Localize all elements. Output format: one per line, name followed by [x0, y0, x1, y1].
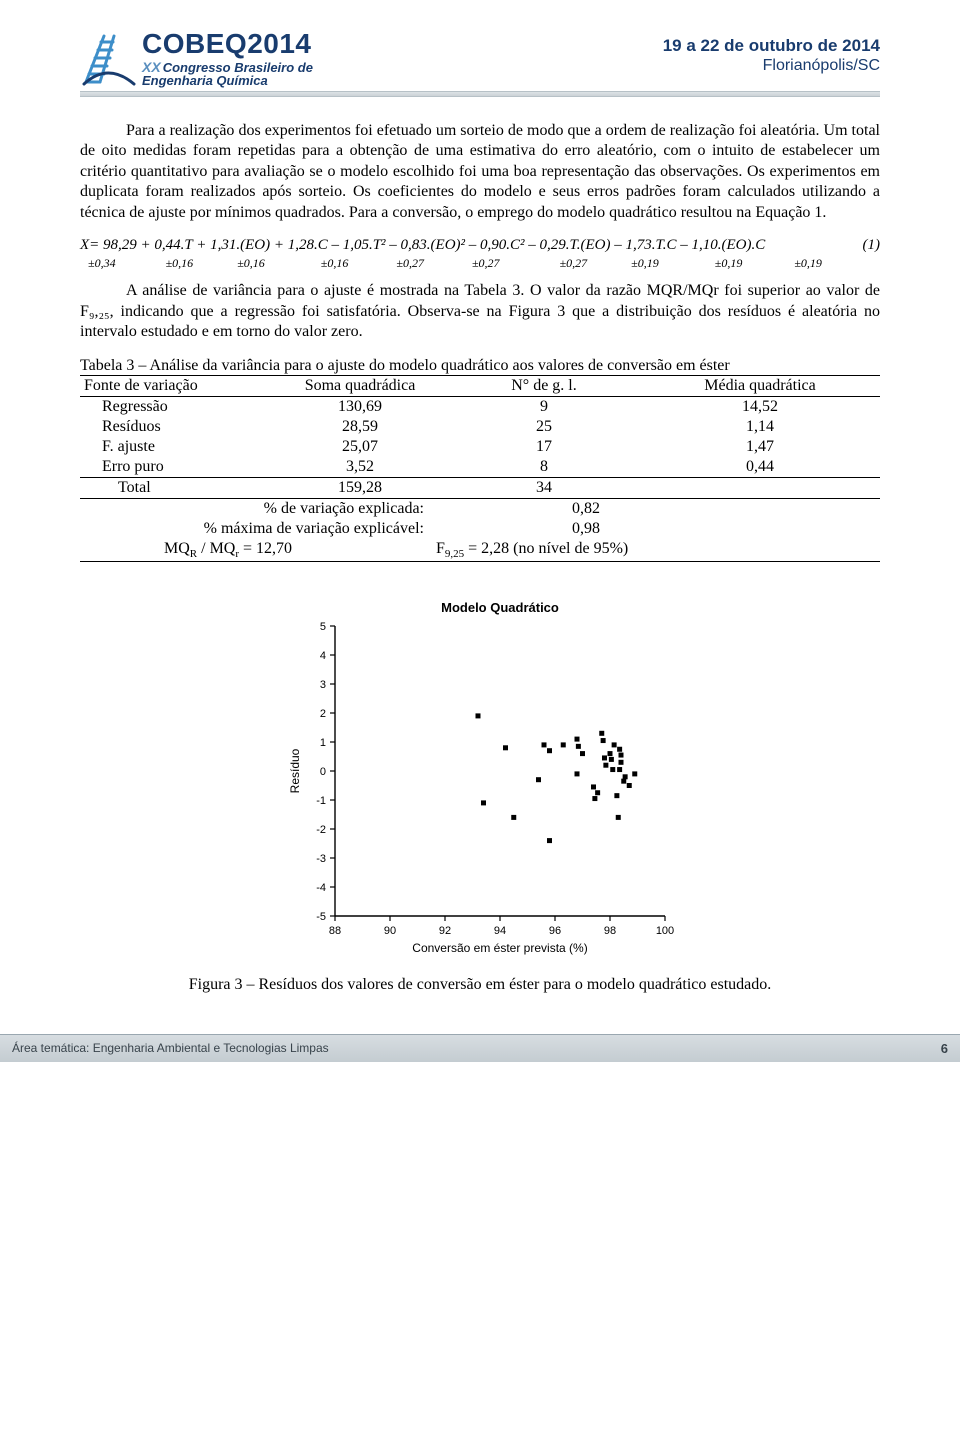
anova-th-df: N° de g. l. [448, 375, 640, 396]
anova-extras: % de variação explicada: 0,82 % máxima d… [80, 499, 880, 562]
table-3-caption: Tabela 3 – Análise da variância para o a… [80, 357, 880, 375]
figure-3-caption: Figura 3 – Resíduos dos valores de conve… [80, 976, 880, 994]
page-footer: Área temática: Engenharia Ambiental e Te… [0, 1034, 960, 1062]
svg-text:94: 94 [494, 925, 506, 937]
svg-text:0: 0 [320, 766, 326, 778]
svg-text:3: 3 [320, 679, 326, 691]
header-divider [80, 91, 880, 97]
table-row: F. ajuste25,07171,47 [80, 437, 880, 457]
explained-var-label: % de variação explicada: [80, 499, 432, 519]
max-explainable-value: 0,98 [432, 519, 880, 539]
equation-number: (1) [863, 237, 881, 254]
svg-text:5: 5 [320, 621, 326, 633]
svg-text:2: 2 [320, 708, 326, 720]
table-row: Regressão130,69914,52 [80, 396, 880, 417]
anova-table: Fonte de variação Soma quadrádica N° de … [80, 375, 880, 499]
eq-error-term: ±0,16 [166, 256, 194, 271]
eq-error-term: ±0,19 [715, 256, 743, 271]
logo-subtitle-2: Engenharia Química [142, 74, 313, 87]
table-total-row: Total159,2834 [80, 477, 880, 498]
svg-text:92: 92 [439, 925, 451, 937]
svg-text:-1: -1 [316, 795, 326, 807]
svg-text:Conversão em éster prevista (%: Conversão em éster prevista (%) [412, 941, 587, 955]
anova-th-ms: Média quadrática [640, 375, 880, 396]
footer-page-number: 6 [941, 1041, 948, 1056]
paragraph-intro: Para a realização dos experimentos foi e… [80, 121, 880, 223]
table-row: Resíduos28,59251,14 [80, 417, 880, 437]
svg-text:88: 88 [329, 925, 341, 937]
table-row: Erro puro3,5280,44 [80, 457, 880, 478]
svg-text:1: 1 [320, 737, 326, 749]
eq-error-term: ±0,19 [794, 256, 822, 271]
svg-text:Resíduo: Resíduo [288, 748, 302, 793]
svg-text:4: 4 [320, 650, 326, 662]
eq-error-term: ±0,16 [237, 256, 265, 271]
mq-ratio: MQR / MQr = 12,70 [80, 539, 432, 562]
logo-year: 2014 [247, 28, 311, 59]
footer-area: Área temática: Engenharia Ambiental e Te… [12, 1041, 329, 1055]
svg-text:-2: -2 [316, 824, 326, 836]
eq-error-term: ±0,16 [321, 256, 349, 271]
max-explainable-label: % máxima de variação explicável: [80, 519, 432, 539]
svg-text:90: 90 [384, 925, 396, 937]
explained-var-value: 0,82 [432, 499, 880, 519]
svg-text:-4: -4 [316, 882, 326, 894]
paragraph-analysis: A análise de variância para o ajuste é m… [80, 281, 880, 342]
scatter-plot: Modelo Quadrático -5 -4 -3 -2 -1 0 1 2 3 4 5 88 90 92 9… [285, 598, 675, 958]
page-header: COBEQ2014 XXCongresso Brasileiro de Enge… [80, 30, 880, 87]
svg-text:-5: -5 [316, 911, 326, 923]
svg-text:96: 96 [549, 925, 561, 937]
f-critical: F9,25 = 2,28 (no nível de 95%) [432, 539, 880, 562]
eq-error-term: ±0,34 [88, 256, 116, 271]
header-date: 19 a 22 de outubro de 2014 [663, 36, 880, 56]
anova-th-source: Fonte de variação [80, 375, 272, 396]
eq-error-term: ±0,27 [560, 256, 588, 271]
svg-text:-3: -3 [316, 853, 326, 865]
equation-errors: ±0,34 ±0,16 ±0,16 ±0,16 ±0,27 ±0,27 ±0,27 ±0,19… [80, 256, 880, 271]
eq-error-term: ±0,27 [472, 256, 500, 271]
bridge-icon [80, 32, 136, 86]
eq-error-term: ±0,19 [631, 256, 659, 271]
svg-text:100: 100 [656, 925, 674, 937]
eq-error-term: ±0,27 [396, 256, 424, 271]
svg-text:98: 98 [604, 925, 616, 937]
equation-text: X= 98,29 + 0,44.T + 1,31.(EO) + 1,28.C –… [80, 237, 765, 254]
conference-logo: COBEQ2014 XXCongresso Brasileiro de Enge… [80, 30, 313, 87]
logo-title: COBEQ [142, 28, 247, 59]
anova-th-ss: Soma quadrádica [272, 375, 448, 396]
svg-text:Modelo Quadrático: Modelo Quadrático [441, 600, 559, 615]
residuals-chart: Modelo Quadrático -5 -4 -3 -2 -1 0 1 2 3 4 5 88 90 92 9… [80, 598, 880, 958]
header-city: Florianópolis/SC [663, 56, 880, 75]
equation-1: X= 98,29 + 0,44.T + 1,31.(EO) + 1,28.C –… [80, 237, 880, 254]
